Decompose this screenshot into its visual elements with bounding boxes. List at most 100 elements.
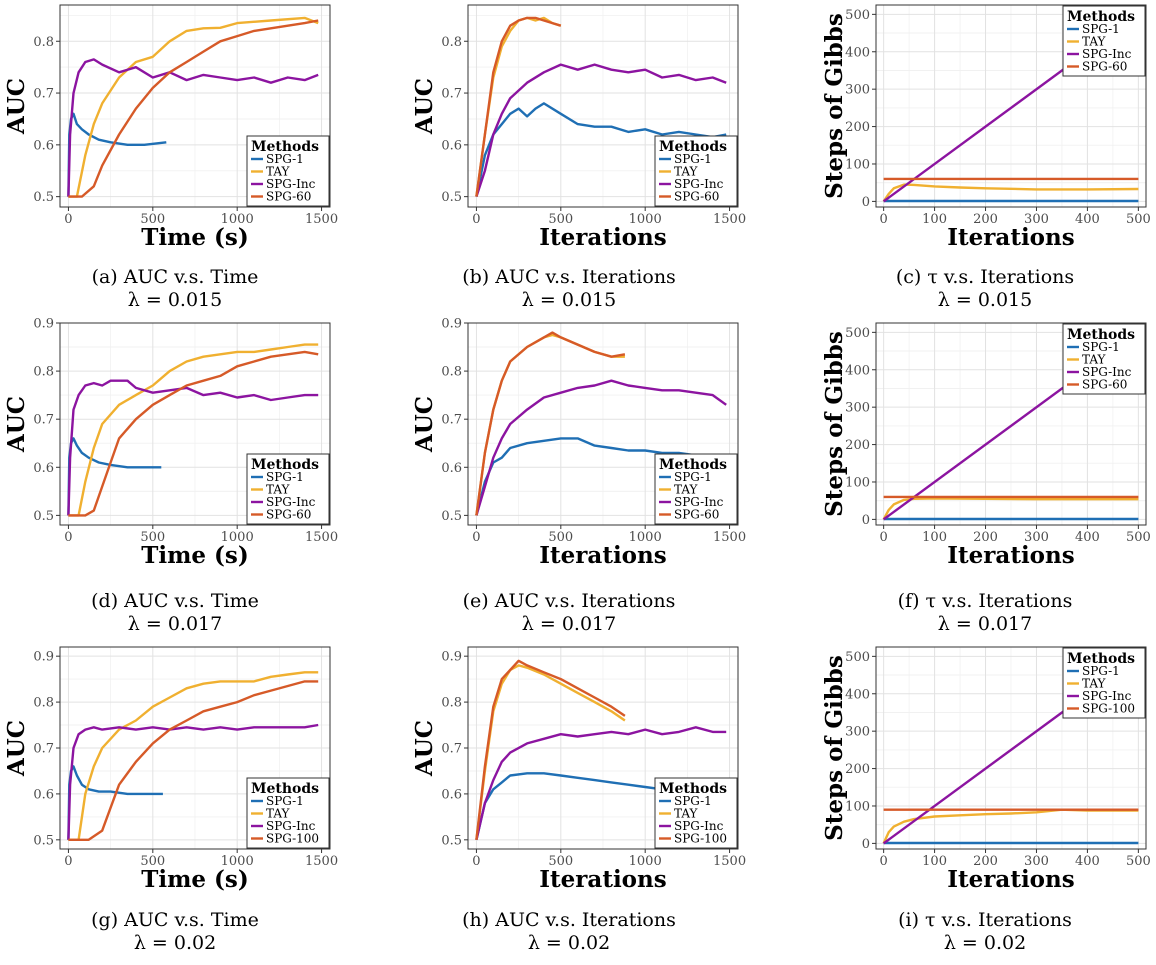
y-tick-label-g: 0.8 bbox=[33, 696, 54, 711]
plot-frame-i bbox=[875, 646, 1147, 850]
caption-g-title: (g) AUC v.s. Time bbox=[91, 909, 259, 931]
legend-label-tay-f: TAY bbox=[1082, 353, 1107, 367]
x-axis-label-e: Iterations bbox=[539, 542, 666, 569]
y-tick-label-d: 0.9 bbox=[33, 317, 54, 332]
legend-label-tay-c: TAY bbox=[1082, 35, 1107, 49]
legend-label-spg-1-i: SPG-1 bbox=[1082, 664, 1120, 678]
y-tick-label-i: 400 bbox=[845, 687, 870, 702]
x-tick-label-i: 0 bbox=[880, 854, 888, 869]
series-line-tay-d bbox=[68, 343, 319, 517]
caption-h-title: (h) AUC v.s. Iterations bbox=[462, 909, 676, 931]
y-tick-label-g: 0.5 bbox=[33, 833, 54, 848]
y-axis-label-a: AUC bbox=[3, 78, 30, 135]
x-tick-label-g: 0 bbox=[64, 854, 72, 869]
panel-i: 0 100 200 300 400 500 0 100 200 300 400 500 Iteratio… bbox=[821, 646, 1151, 893]
legend-label-spg-1-e: SPG-1 bbox=[674, 470, 712, 484]
x-tick-label-f: 500 bbox=[1126, 530, 1151, 545]
legend-label-spg-60-d: SPG-60 bbox=[266, 508, 311, 522]
legend-label-spg-inc-i: SPG-Inc bbox=[1082, 689, 1132, 703]
legend-label-tay-d: TAY bbox=[266, 483, 291, 497]
caption-f-title: (f) τ v.s. Iterations bbox=[897, 590, 1073, 612]
legend-label-spg-inc-g: SPG-Inc bbox=[266, 819, 316, 833]
series-line-spg-60-d bbox=[68, 350, 319, 517]
x-tick-label-a: 1000 bbox=[221, 212, 254, 227]
caption-g: (g) AUC v.s. Time λ = 0.02 bbox=[0, 909, 355, 955]
caption-i: (i) τ v.s. Iterations λ = 0.02 bbox=[805, 909, 1156, 955]
series-line-spg-inc-h bbox=[475, 726, 727, 841]
series-line-spg-60-b bbox=[475, 16, 562, 197]
x-tick-label-b: 1000 bbox=[629, 212, 662, 227]
legend-label-spg-inc-f: SPG-Inc bbox=[1082, 365, 1132, 379]
x-tick-label-c: 100 bbox=[922, 212, 947, 227]
legend-label-tay-a: TAY bbox=[266, 165, 291, 179]
caption-h-lambda: λ = 0.02 bbox=[527, 932, 611, 954]
panel-a: 0 500 1000 1500 0.5 0.6 0.7 0.8 Time (s) AUC Metho… bbox=[3, 4, 338, 251]
legend-title-b: Methods bbox=[659, 139, 727, 155]
legend-label-spg-inc-d: SPG-Inc bbox=[266, 495, 316, 509]
y-tick-label-c: 400 bbox=[845, 45, 870, 60]
legend-title-c: Methods bbox=[1067, 9, 1135, 25]
x-tick-label-c: 400 bbox=[1075, 212, 1100, 227]
legend-label-tay-g: TAY bbox=[266, 807, 291, 821]
y-tick-label-e: 0.9 bbox=[441, 317, 462, 332]
x-axis-label-f: Iterations bbox=[947, 542, 1074, 569]
legend-label-spg-100-h: SPG-100 bbox=[674, 832, 727, 846]
y-tick-label-f: 400 bbox=[845, 363, 870, 378]
series-line-spg-inc-g bbox=[67, 723, 319, 840]
caption-e-title: (e) AUC v.s. Iterations bbox=[462, 590, 676, 612]
x-axis-label-c: Iterations bbox=[947, 224, 1074, 251]
panel-d: 0 500 1000 1500 0.5 0.6 0.7 0.8 0.9 Time (s) AUC Me… bbox=[3, 317, 338, 570]
series-line-tay-g bbox=[68, 671, 319, 841]
series-line-spg-100-h bbox=[475, 659, 626, 840]
x-tick-label-a: 1500 bbox=[305, 212, 338, 227]
caption-g-lambda: λ = 0.02 bbox=[133, 932, 217, 954]
y-tick-label-a: 0.8 bbox=[33, 35, 54, 50]
x-tick-label-d: 500 bbox=[140, 530, 165, 545]
series-line-spg-60-e bbox=[475, 331, 626, 516]
y-tick-label-e: 0.8 bbox=[441, 365, 462, 380]
y-tick-label-g: 0.7 bbox=[33, 742, 54, 757]
caption-c-lambda: λ = 0.015 bbox=[937, 289, 1033, 311]
legend-label-tay-e: TAY bbox=[674, 483, 699, 497]
y-tick-label-h: 0.6 bbox=[441, 787, 462, 802]
y-tick-label-i: 100 bbox=[845, 799, 870, 814]
series-line-spg-1-e bbox=[475, 437, 727, 516]
legend-label-tay-b: TAY bbox=[674, 165, 699, 179]
series-line-spg-1-b bbox=[475, 102, 727, 197]
x-tick-label-f: 0 bbox=[880, 530, 888, 545]
y-tick-label-h: 0.5 bbox=[441, 833, 462, 848]
legend-label-spg-100-i: SPG-100 bbox=[1082, 702, 1135, 716]
series-line-tay-a bbox=[68, 16, 319, 198]
x-tick-label-d: 1000 bbox=[221, 530, 254, 545]
caption-f-lambda: λ = 0.017 bbox=[937, 613, 1033, 635]
legend-label-spg-1-c: SPG-1 bbox=[1082, 22, 1120, 36]
y-tick-label-e: 0.7 bbox=[441, 413, 462, 428]
y-tick-label-a: 0.6 bbox=[33, 138, 54, 153]
legend-label-spg-1-b: SPG-1 bbox=[674, 152, 712, 166]
x-tick-label-i: 400 bbox=[1075, 854, 1100, 869]
y-tick-label-c: 200 bbox=[845, 120, 870, 135]
x-tick-label-a: 500 bbox=[140, 212, 165, 227]
y-axis-label-d: AUC bbox=[3, 396, 30, 453]
x-tick-label-e: 500 bbox=[548, 530, 573, 545]
series-line-spg-inc-e bbox=[475, 379, 727, 516]
legend-label-spg-1-f: SPG-1 bbox=[1082, 340, 1120, 354]
legend-title-f: Methods bbox=[1067, 327, 1135, 343]
caption-e: (e) AUC v.s. Iterations λ = 0.017 bbox=[389, 590, 749, 636]
y-tick-label-f: 300 bbox=[845, 401, 870, 416]
y-tick-label-d: 0.8 bbox=[33, 365, 54, 380]
legend-label-spg-60-b: SPG-60 bbox=[674, 190, 719, 204]
series-line-spg-inc-d bbox=[67, 379, 319, 516]
series-line-tay-f bbox=[882, 497, 1139, 520]
y-axis-label-e: AUC bbox=[411, 396, 438, 453]
y-tick-label-c: 300 bbox=[845, 83, 870, 98]
y-tick-label-f: 500 bbox=[845, 326, 870, 341]
y-axis-label-c: Steps of Gibbs bbox=[821, 13, 848, 199]
y-tick-label-f: 200 bbox=[845, 438, 870, 453]
